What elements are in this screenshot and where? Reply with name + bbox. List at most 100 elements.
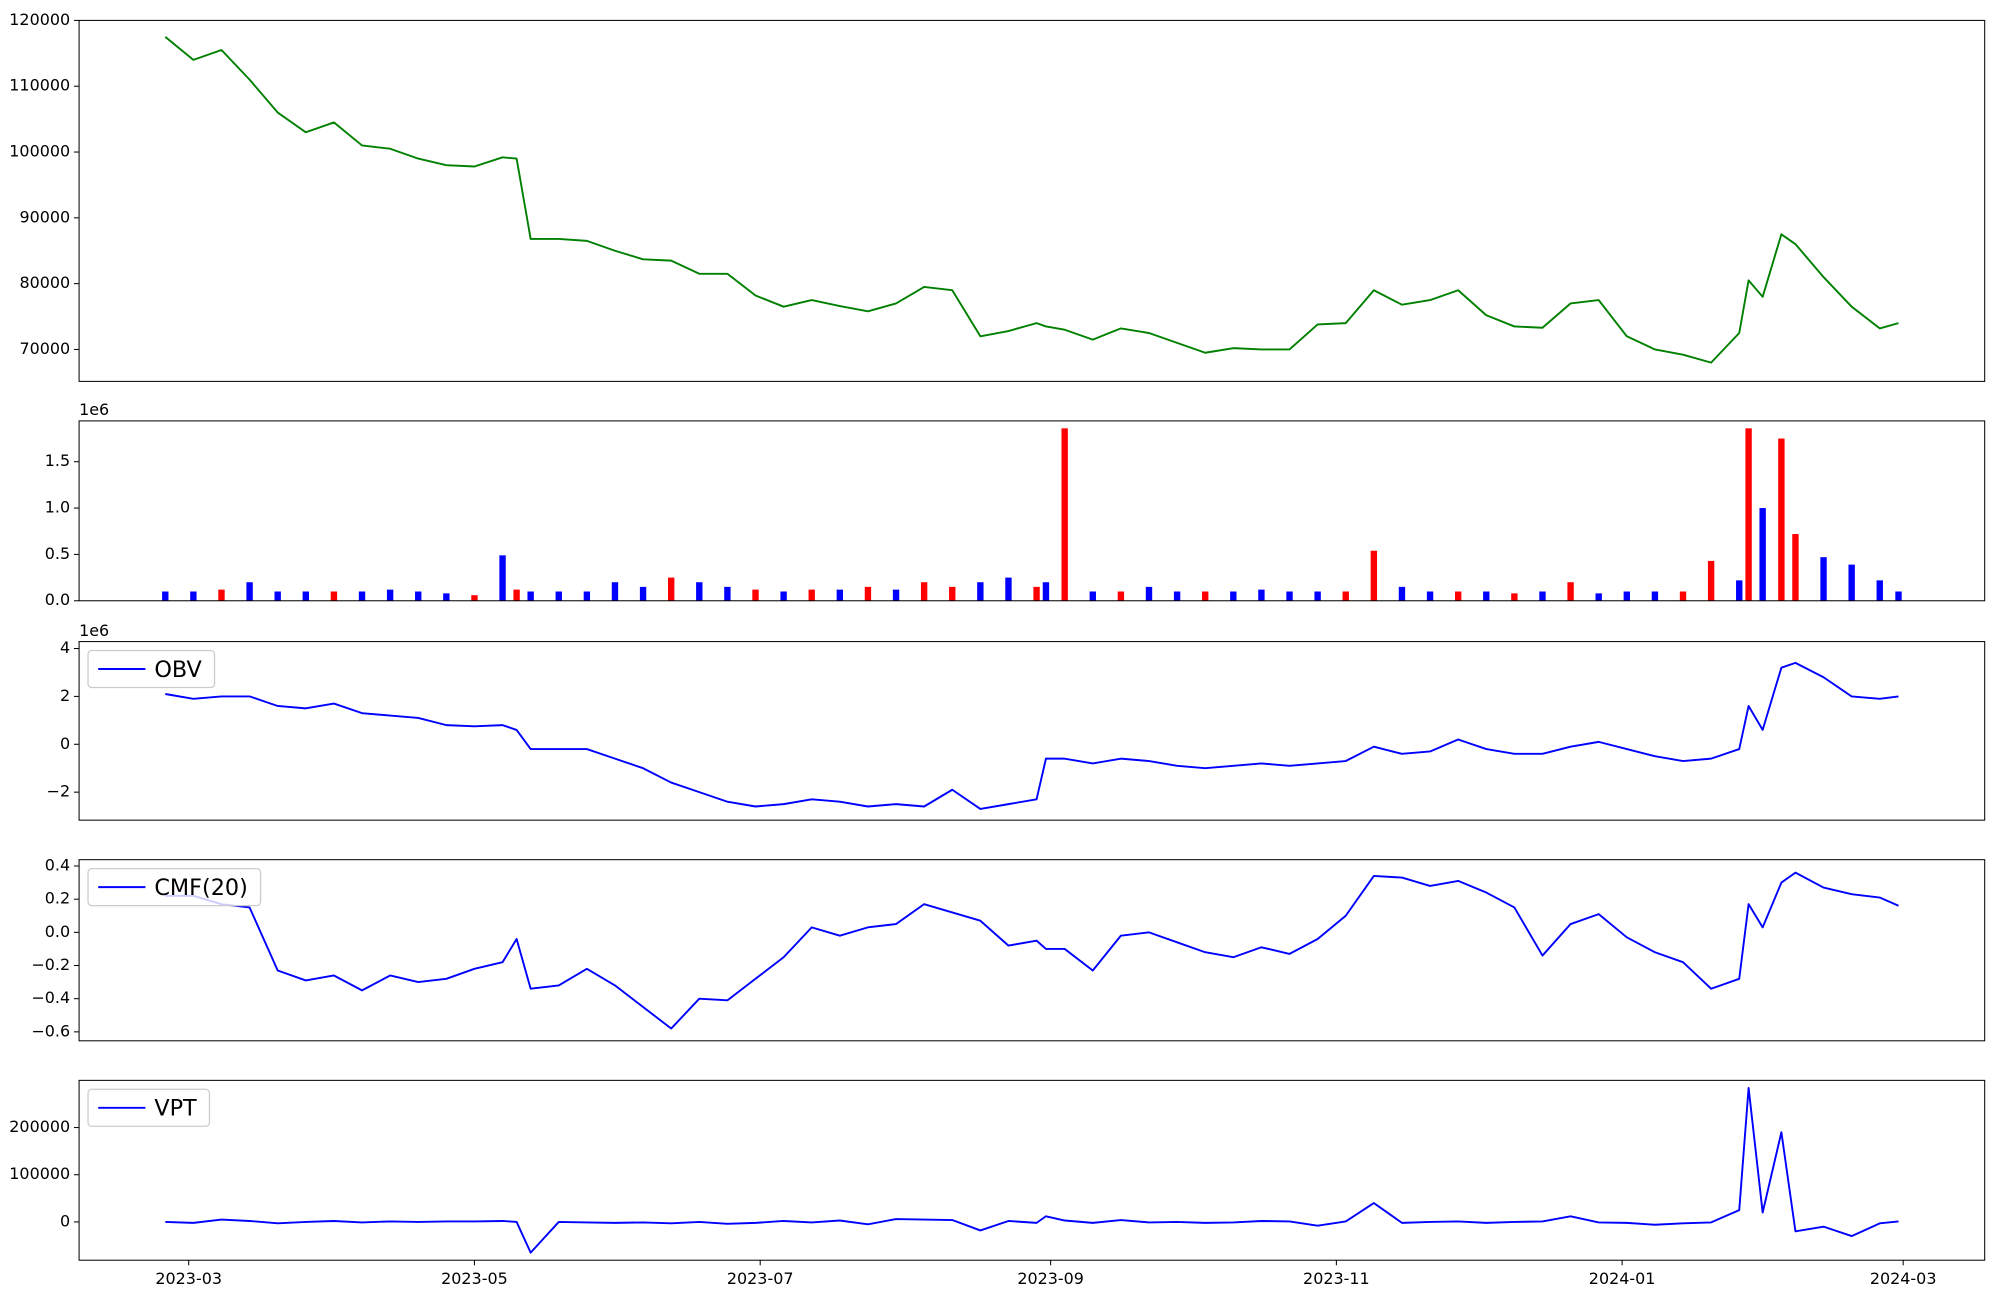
- bar: [1539, 591, 1546, 601]
- bar: [162, 591, 169, 601]
- line: [164, 36, 1899, 364]
- bar: [668, 577, 675, 601]
- legend-box: [87, 1088, 211, 1127]
- bar: [1511, 593, 1518, 601]
- y-tick-label: 120000: [9, 10, 70, 29]
- y-tick-label: 80000: [19, 273, 70, 292]
- bar: [513, 589, 520, 601]
- y-tick-label: 2: [60, 686, 70, 705]
- plot-frame: [78, 641, 1986, 821]
- y-tick-label: 0: [60, 734, 70, 753]
- bar: [920, 582, 928, 601]
- y-tick-label: 1.5: [45, 451, 70, 470]
- bar: [1117, 591, 1125, 601]
- plot-frame: [78, 859, 1986, 1042]
- bar: [1258, 589, 1265, 601]
- bar: [696, 582, 703, 601]
- bar: [780, 591, 787, 601]
- legend-box: [87, 649, 216, 689]
- bar: [386, 589, 394, 601]
- bar: [1426, 591, 1434, 601]
- plot-frame: [78, 1079, 1986, 1261]
- bar: [1736, 580, 1743, 601]
- x-tick-label: 2023-03: [155, 1269, 222, 1288]
- bar: [218, 589, 225, 601]
- y-tick-label: 0.0: [45, 922, 70, 941]
- bar: [1707, 560, 1715, 601]
- y-tick-label: −0.4: [31, 988, 70, 1007]
- bar: [892, 589, 900, 601]
- bar: [1623, 591, 1630, 601]
- bar: [949, 586, 956, 601]
- y-tick-label: 0.4: [45, 855, 70, 874]
- bar: [1370, 550, 1378, 601]
- bar: [1759, 508, 1766, 601]
- bar: [864, 586, 872, 601]
- legend-label: VPT: [154, 1096, 197, 1122]
- bar: [724, 586, 731, 601]
- bar: [527, 591, 534, 601]
- y-tick-label: 0.2: [45, 889, 70, 908]
- bar: [1061, 428, 1068, 601]
- bar: [1745, 428, 1752, 601]
- y-tick-label: 1.0: [45, 498, 70, 517]
- bar: [499, 555, 506, 601]
- y-tick-label: 100000: [9, 1164, 70, 1183]
- bar: [808, 589, 815, 601]
- bar: [1651, 591, 1659, 601]
- bar: [1778, 438, 1785, 601]
- bar: [1679, 591, 1687, 601]
- line: [165, 661, 1899, 810]
- bar: [1876, 580, 1883, 601]
- bar: [415, 591, 422, 601]
- offset-text: 1e6: [79, 621, 109, 640]
- bar: [1595, 593, 1602, 601]
- bar: [1042, 582, 1050, 601]
- bar: [752, 589, 759, 601]
- legend-label: CMF(20): [154, 875, 247, 901]
- bar: [1202, 591, 1209, 601]
- bar: [443, 593, 450, 601]
- y-tick-label: 0: [60, 1211, 70, 1230]
- bar: [274, 591, 281, 601]
- y-tick-label: −0.2: [31, 955, 70, 974]
- x-tick-label: 2023-07: [727, 1269, 794, 1288]
- y-tick-label: 110000: [9, 76, 70, 95]
- bar: [1820, 557, 1827, 601]
- x-tick-label: 2023-09: [1017, 1269, 1084, 1288]
- plot-frame: [78, 420, 1986, 602]
- offset-text: 1e6: [79, 400, 109, 419]
- bar: [302, 591, 309, 601]
- bar: [836, 589, 844, 601]
- bar: [1005, 577, 1012, 601]
- bar: [1173, 591, 1181, 601]
- y-tick-label: 100000: [9, 142, 70, 161]
- bar: [1398, 586, 1406, 601]
- bar: [246, 582, 253, 601]
- y-tick-label: 4: [60, 638, 70, 657]
- bar: [471, 595, 478, 601]
- bar: [1454, 591, 1462, 601]
- y-tick-label: 70000: [19, 339, 70, 358]
- bar: [1792, 534, 1799, 601]
- y-tick-label: 90000: [19, 207, 70, 226]
- bar: [1314, 591, 1321, 601]
- line: [165, 871, 1899, 1030]
- line: [165, 1086, 1899, 1254]
- y-tick-label: 200000: [9, 1117, 70, 1136]
- bar: [1033, 586, 1040, 601]
- legend-box: [87, 867, 262, 907]
- x-tick-label: 2023-05: [441, 1269, 508, 1288]
- bar: [1230, 591, 1237, 601]
- plot-frame: [78, 19, 1986, 382]
- bar: [1567, 582, 1574, 601]
- bar: [358, 591, 366, 601]
- bar: [1145, 586, 1153, 601]
- y-tick-label: −0.6: [31, 1021, 70, 1040]
- bar: [583, 591, 591, 601]
- y-tick-label: 0.0: [45, 590, 70, 609]
- bar: [611, 582, 619, 601]
- bar: [1342, 591, 1349, 601]
